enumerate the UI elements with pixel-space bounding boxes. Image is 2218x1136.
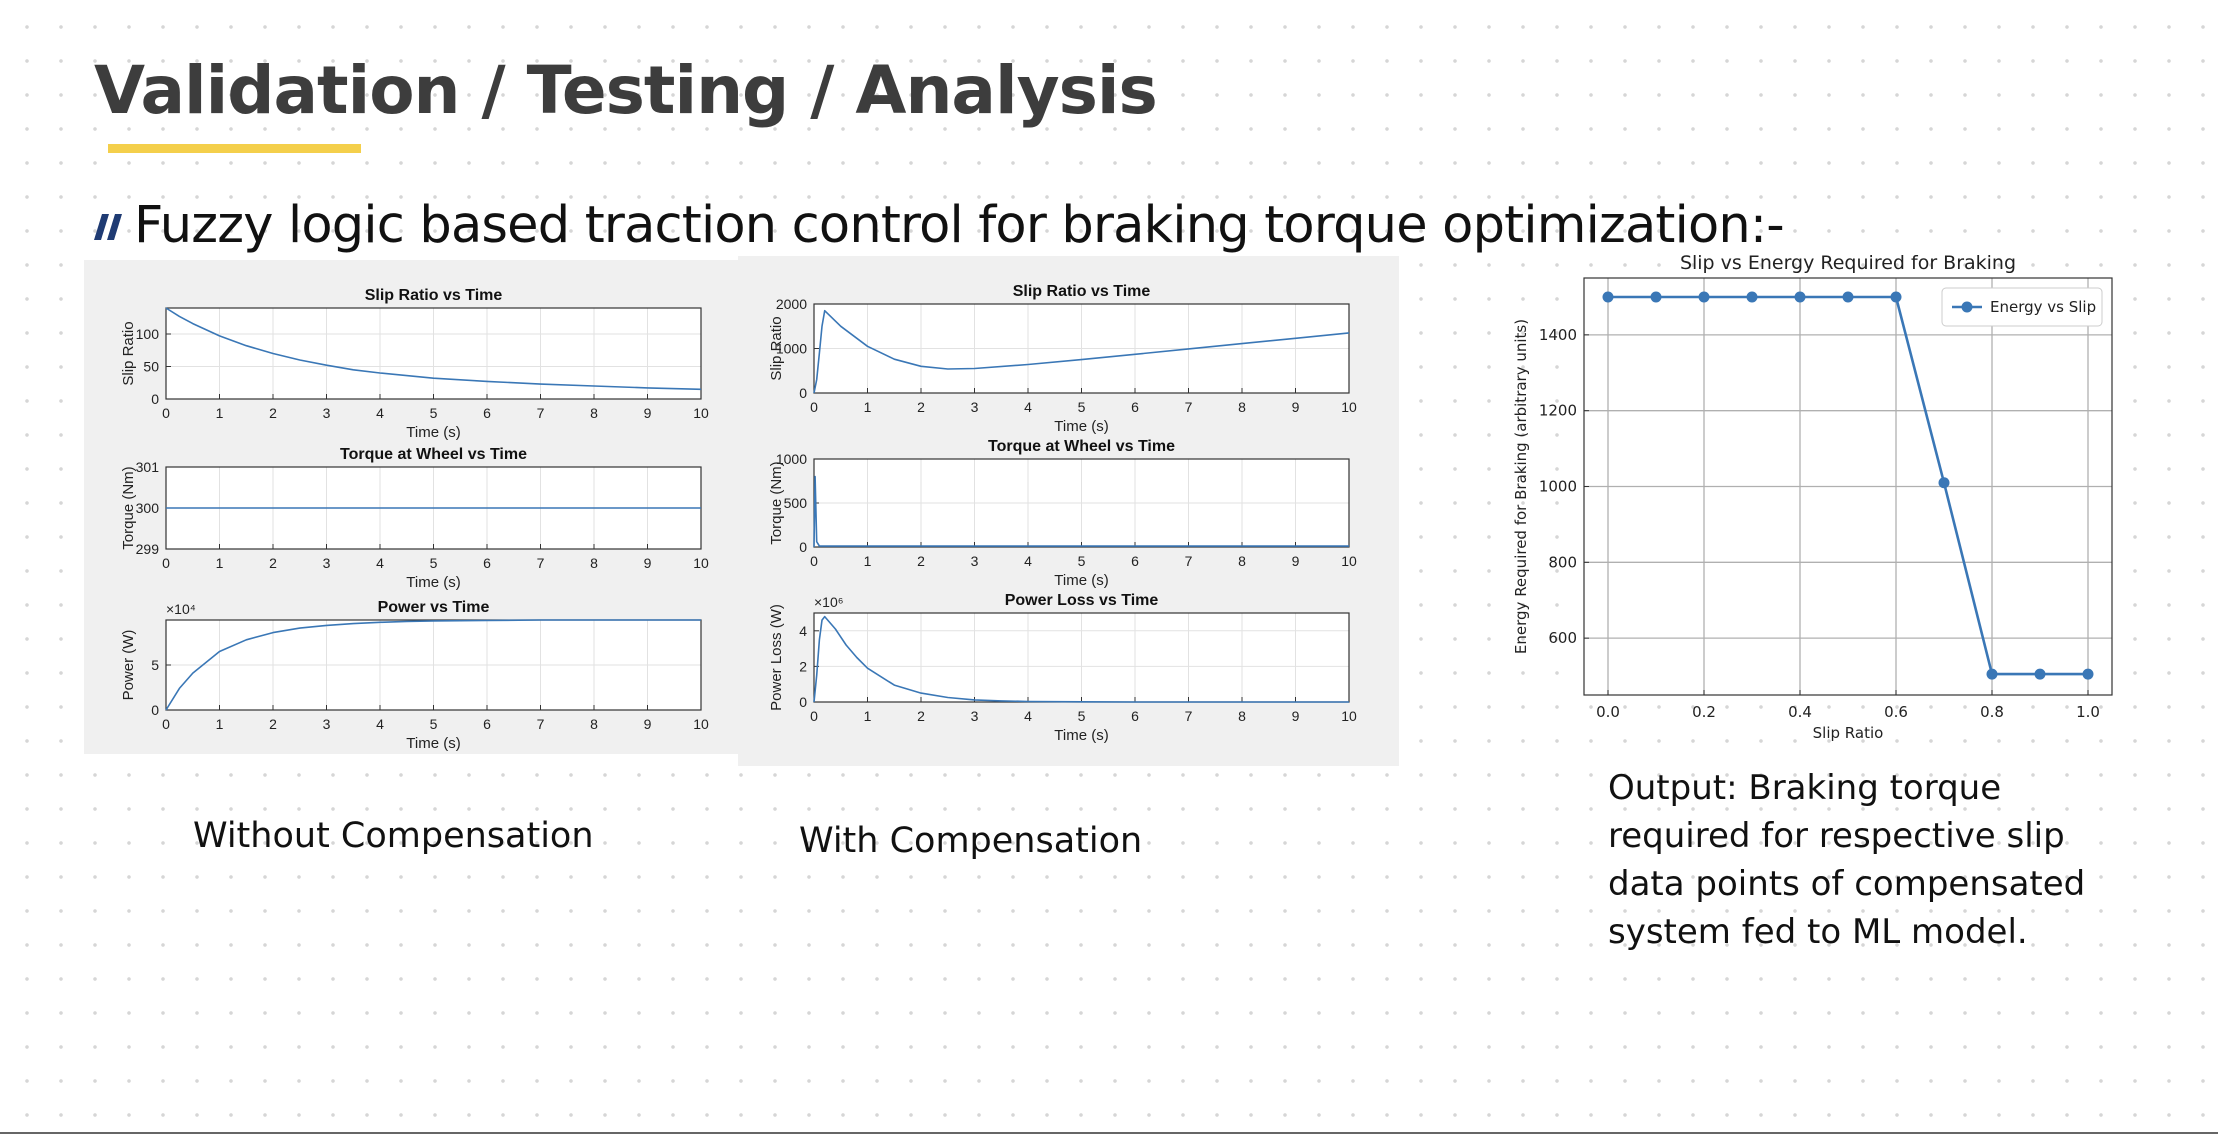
y-axis-label: Energy Required for Braking (arbitrary u…	[1512, 319, 1530, 654]
tick-label-x: 0.0	[1596, 703, 1620, 721]
tick-label-y: 800	[1548, 553, 1577, 571]
caption-with-compensation: With Compensation	[799, 821, 1143, 861]
without-compensation-figure	[84, 260, 738, 754]
data-point	[1650, 291, 1662, 303]
data-point	[1890, 291, 1902, 303]
data-point	[1842, 291, 1854, 303]
output-description: Output: Braking torque required for resp…	[1608, 768, 2086, 952]
plot-area	[1584, 278, 2112, 695]
data-point	[2034, 668, 2046, 680]
data-point	[1602, 291, 1614, 303]
data-point	[1938, 477, 1950, 489]
chart-title: Slip vs Energy Required for Braking	[1680, 252, 2016, 274]
tick-label-y: 1400	[1539, 326, 1577, 344]
caption-without-compensation: Without Compensation	[193, 816, 594, 856]
x-axis-label: Slip Ratio	[1813, 724, 1884, 742]
title-underline	[108, 144, 361, 153]
tick-label-y: 1200	[1539, 402, 1577, 420]
tick-label-x: 0.6	[1884, 703, 1908, 721]
bottom-rule	[0, 1132, 2218, 1134]
data-point	[1698, 291, 1710, 303]
legend-label: Energy vs Slip	[1990, 298, 2096, 316]
tick-label-y: 600	[1548, 629, 1577, 647]
plot-frame	[1583, 277, 2113, 696]
data-point	[1746, 291, 1758, 303]
tick-label-x: 1.0	[2076, 703, 2100, 721]
tick-label-y: 1000	[1539, 478, 1577, 496]
legend-box	[1941, 287, 2103, 327]
with-compensation-figure	[738, 256, 1399, 766]
tick-label-x: 0.8	[1980, 703, 2004, 721]
series-line	[1608, 295, 2088, 676]
tick-label-x: 0.2	[1692, 703, 1716, 721]
data-point	[1794, 291, 1806, 303]
bullet-text: Fuzzy logic based traction control for b…	[134, 196, 1785, 255]
legend-swatch-marker	[1961, 301, 1973, 313]
double-slash-bullet-icon	[94, 214, 122, 240]
data-point	[1986, 668, 1998, 680]
tick-label-x: 0.4	[1788, 703, 1812, 721]
data-point	[2082, 668, 2094, 680]
slide-title: Validation / Testing / Analysis	[94, 52, 1158, 129]
